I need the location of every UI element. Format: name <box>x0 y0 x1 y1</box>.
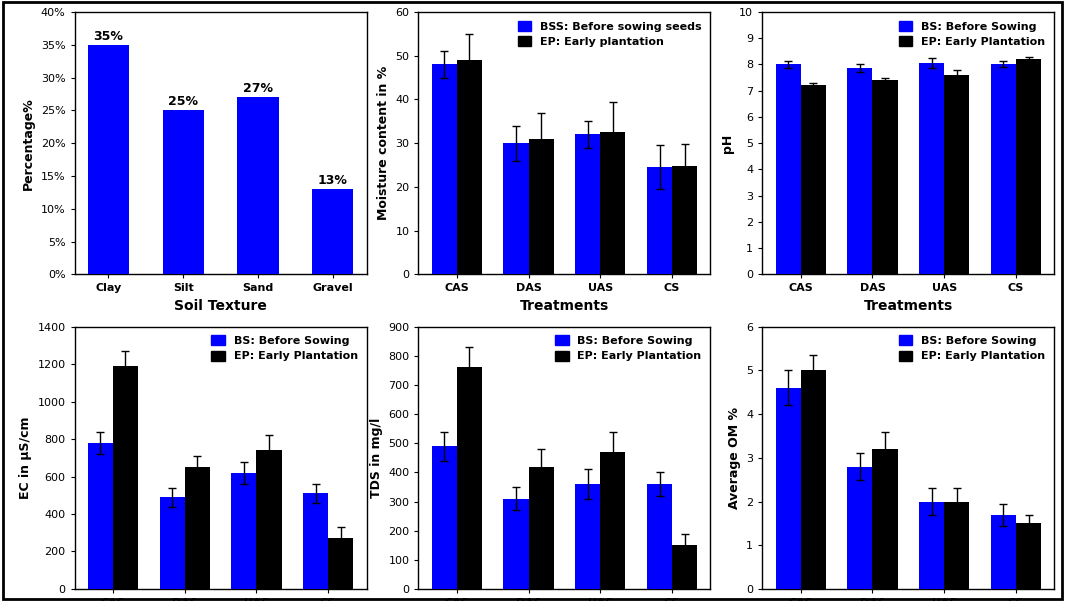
Legend: BS: Before Sowing, EP: Early Plantation: BS: Before Sowing, EP: Early Plantation <box>208 332 361 365</box>
Bar <box>801 370 825 589</box>
Text: 27%: 27% <box>243 82 273 96</box>
Bar <box>237 97 279 275</box>
Bar <box>87 443 113 589</box>
Bar <box>312 189 354 275</box>
Bar <box>163 111 203 275</box>
Bar <box>672 545 698 589</box>
Bar <box>801 85 825 275</box>
Y-axis label: TDS in mg/l: TDS in mg/l <box>370 418 382 498</box>
X-axis label: Soil Texture: Soil Texture <box>174 299 267 313</box>
Y-axis label: Percentage%: Percentage% <box>22 97 35 189</box>
Bar <box>646 484 672 589</box>
Bar <box>601 452 625 589</box>
Legend: BS: Before Sowing, EP: Early Plantation: BS: Before Sowing, EP: Early Plantation <box>896 332 1049 365</box>
Text: 35%: 35% <box>94 30 124 43</box>
X-axis label: Treatments: Treatments <box>864 299 953 313</box>
Legend: BS: Before Sowing, EP: Early Plantation: BS: Before Sowing, EP: Early Plantation <box>552 332 705 365</box>
Bar <box>575 484 601 589</box>
Bar <box>848 69 872 275</box>
Bar <box>775 388 801 589</box>
Bar <box>990 64 1016 275</box>
Bar <box>113 366 138 589</box>
Bar <box>872 449 898 589</box>
Text: 25%: 25% <box>168 96 198 108</box>
Bar <box>646 167 672 275</box>
Bar <box>775 64 801 275</box>
Bar <box>431 64 457 275</box>
Bar <box>160 497 184 589</box>
Bar <box>257 450 281 589</box>
Bar <box>575 135 601 275</box>
Y-axis label: EC in μS/cm: EC in μS/cm <box>19 416 32 499</box>
Bar <box>184 467 210 589</box>
Bar <box>457 60 482 275</box>
Bar <box>919 501 945 589</box>
Text: 13%: 13% <box>317 174 347 187</box>
Y-axis label: Moisture content in %: Moisture content in % <box>377 66 390 221</box>
Bar <box>672 166 698 275</box>
Bar <box>848 466 872 589</box>
Bar <box>528 466 554 589</box>
Bar <box>1016 523 1042 589</box>
Bar <box>87 45 129 275</box>
X-axis label: Treatments: Treatments <box>520 299 609 313</box>
Y-axis label: pH: pH <box>721 133 734 153</box>
Bar <box>528 139 554 275</box>
Bar <box>304 493 328 589</box>
Bar <box>504 143 528 275</box>
Bar <box>431 446 457 589</box>
Bar <box>990 514 1016 589</box>
Bar <box>504 499 528 589</box>
Legend: BSS: Before sowing seeds, EP: Early plantation: BSS: Before sowing seeds, EP: Early plan… <box>514 17 705 50</box>
Bar <box>1016 59 1042 275</box>
Bar <box>328 538 354 589</box>
Bar <box>945 75 969 275</box>
Bar <box>457 367 482 589</box>
Y-axis label: Average OM %: Average OM % <box>727 407 740 509</box>
Bar <box>872 81 898 275</box>
Bar <box>601 132 625 275</box>
Legend: BS: Before Sowing, EP: Early Plantation: BS: Before Sowing, EP: Early Plantation <box>896 17 1049 50</box>
Bar <box>945 501 969 589</box>
Bar <box>919 63 945 275</box>
Bar <box>231 473 257 589</box>
